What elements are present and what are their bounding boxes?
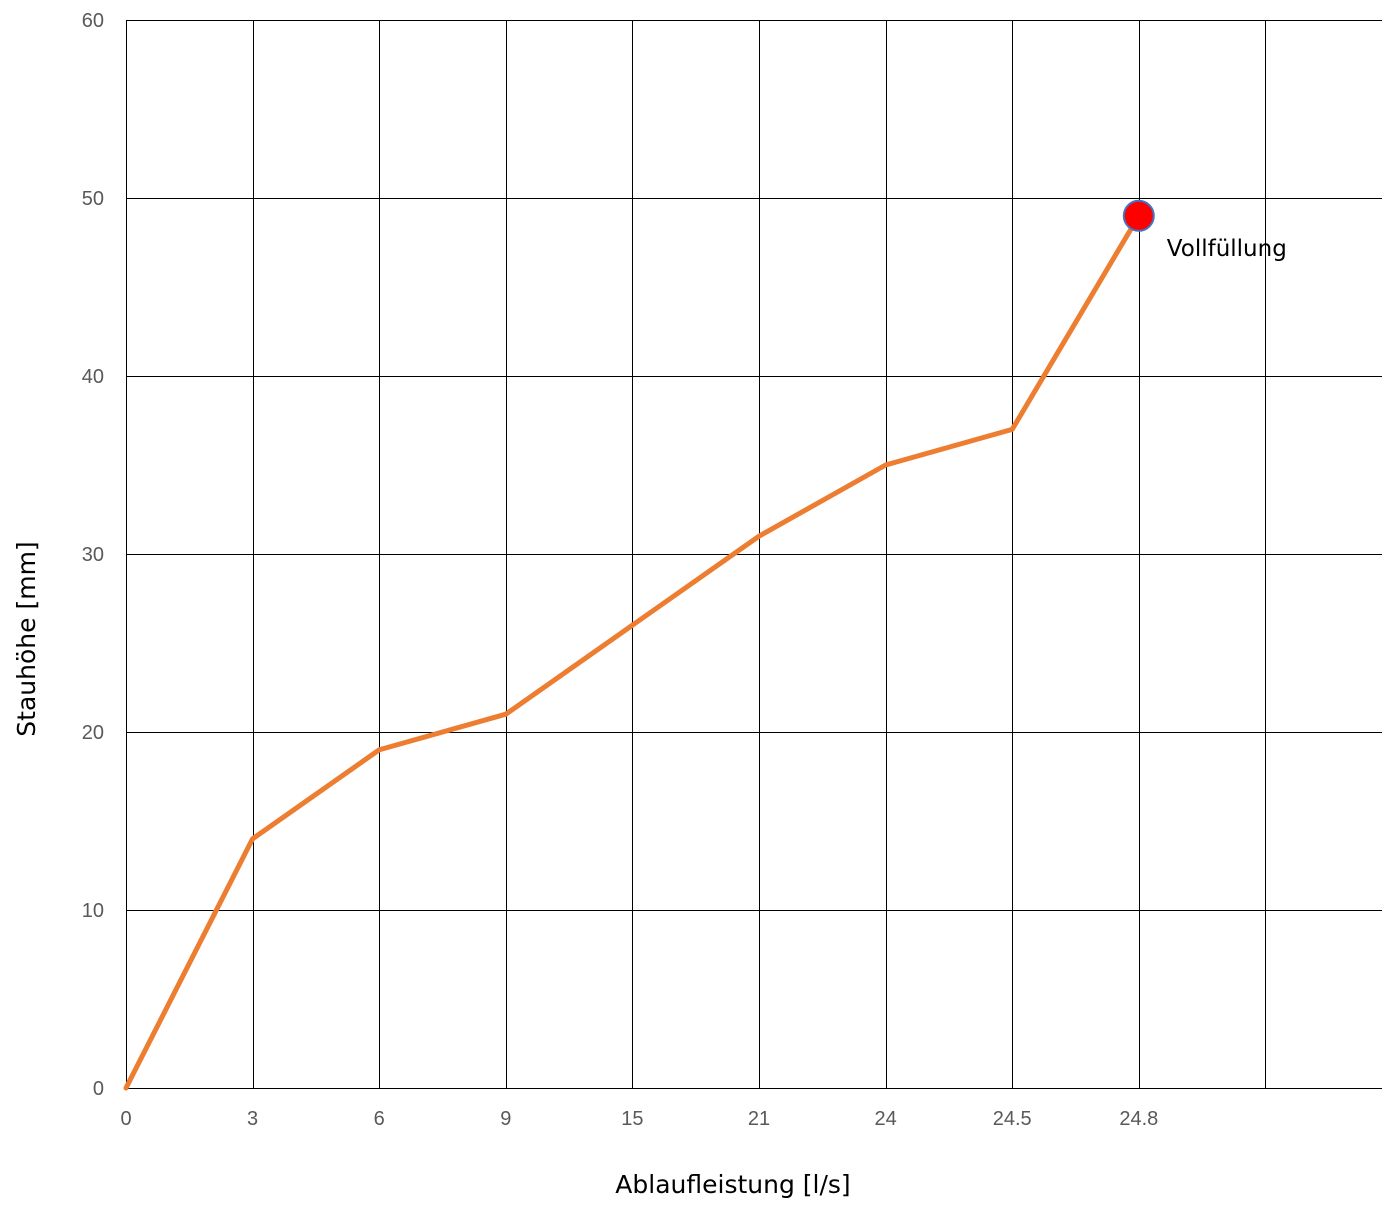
y-tick-label: 10 <box>82 900 104 922</box>
highlight-label: Vollfüllung <box>1167 236 1287 262</box>
x-axis-title: Ablaufleistung [l/s] <box>615 1170 850 1199</box>
y-tick-label: 30 <box>82 544 104 566</box>
series <box>123 213 1142 1091</box>
series-line <box>123 213 1142 1091</box>
y-tick-label: 40 <box>82 366 104 388</box>
grid <box>125 19 1382 1090</box>
highlight-marker <box>1122 199 1155 232</box>
x-tick-label: 24.5 <box>993 1108 1032 1130</box>
x-tick-label: 24 <box>874 1108 896 1130</box>
annotations: Vollfüllung <box>1122 199 1287 262</box>
y-tick-label: 60 <box>82 10 104 32</box>
y-axis-tick-labels: 0 10 20 30 40 50 60 <box>82 10 104 1100</box>
x-axis-tick-labels: 0 3 6 9 15 21 24 24.5 24.8 <box>120 1108 1158 1130</box>
x-tick-label: 0 <box>120 1108 131 1130</box>
y-axis-title: Stauhöhe [mm] <box>12 541 41 736</box>
x-tick-label: 24.8 <box>1119 1108 1158 1130</box>
x-tick-label: 6 <box>374 1108 385 1130</box>
x-tick-label: 21 <box>748 1108 770 1130</box>
x-tick-label: 9 <box>500 1108 511 1130</box>
y-tick-label: 50 <box>82 188 104 210</box>
x-tick-label: 3 <box>247 1108 258 1130</box>
x-tick-label: 15 <box>621 1108 643 1130</box>
y-tick-label: 0 <box>93 1078 104 1100</box>
y-tick-label: 20 <box>82 722 104 744</box>
